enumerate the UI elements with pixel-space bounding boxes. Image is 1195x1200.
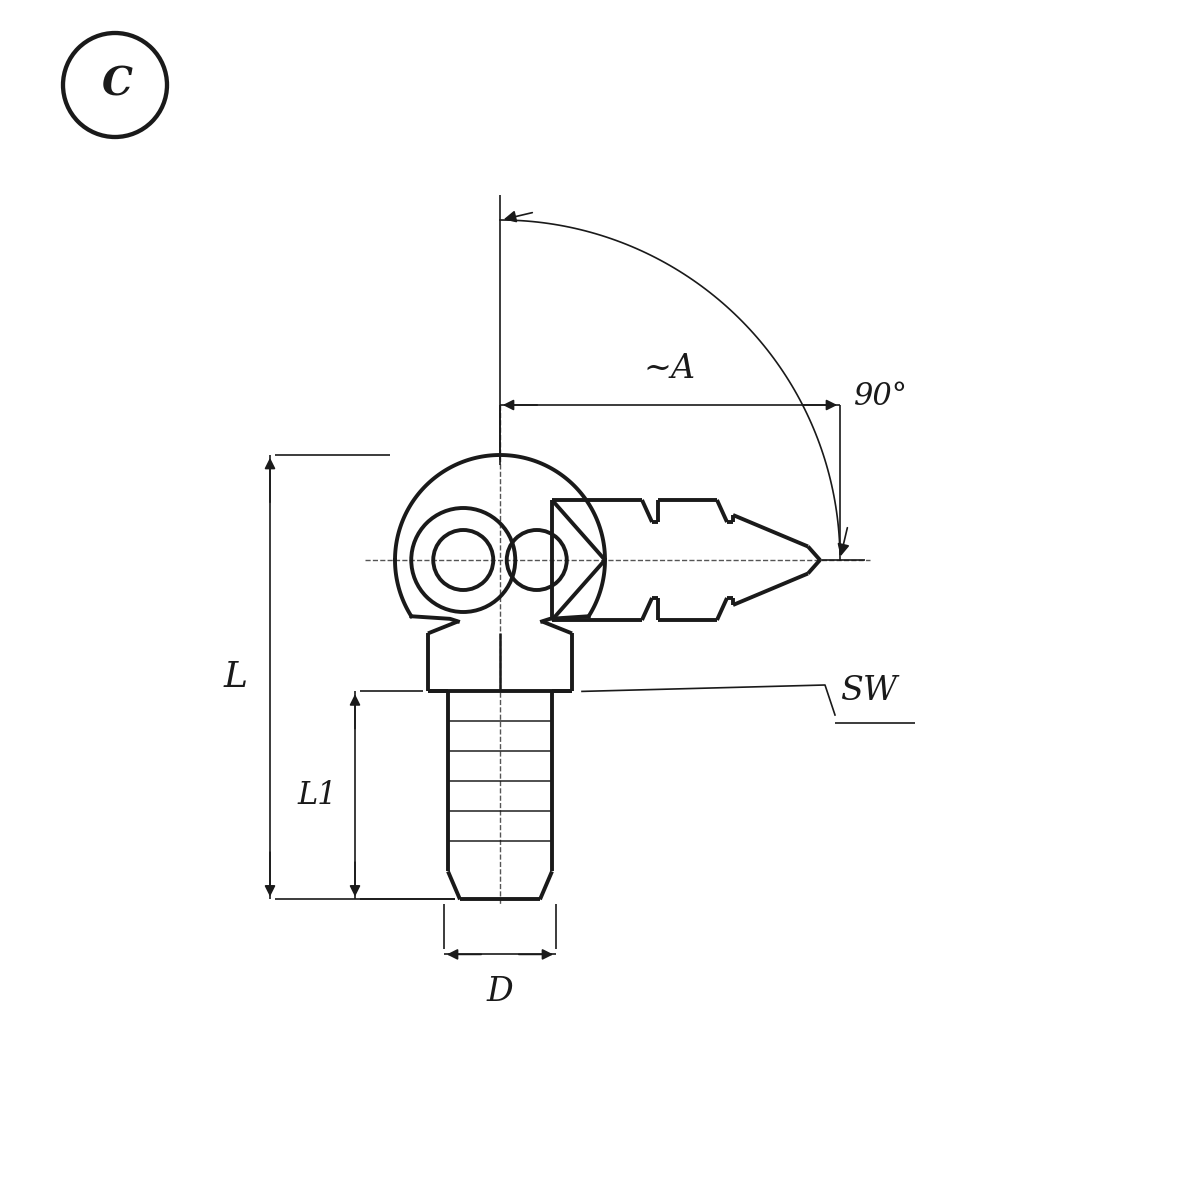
Text: ~A: ~A	[644, 353, 695, 385]
Text: C: C	[102, 66, 133, 104]
Text: L: L	[223, 660, 249, 694]
Text: D: D	[486, 977, 514, 1008]
Text: 90°: 90°	[854, 382, 908, 413]
Text: SW: SW	[840, 674, 897, 707]
Text: L1: L1	[298, 780, 337, 811]
